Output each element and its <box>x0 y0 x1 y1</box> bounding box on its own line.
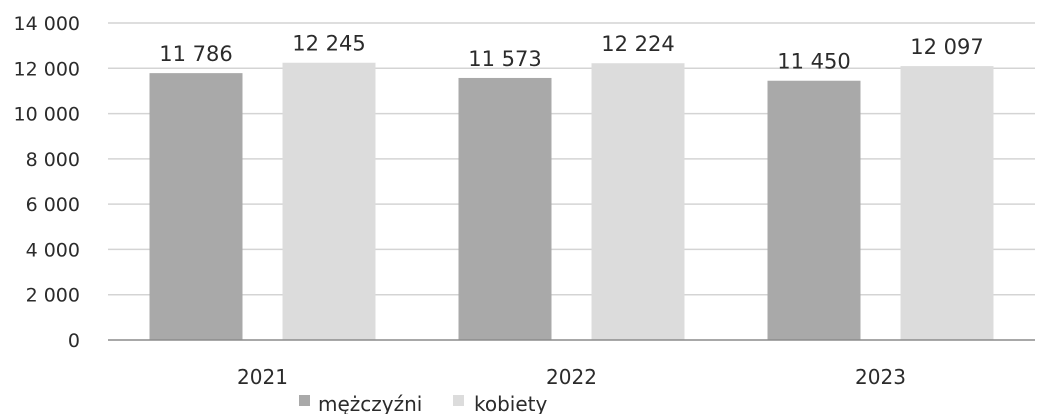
x-tick-label-2023: 2023 <box>855 365 906 389</box>
legend: mężczyźni kobiety <box>299 392 548 414</box>
gridlines <box>108 22 1035 296</box>
data-label-men-2023: 11 450 <box>777 50 850 74</box>
y-tick-label: 14 000 <box>14 13 80 35</box>
data-label-men-2022: 11 573 <box>468 47 541 71</box>
x-axis: 2021 2022 2023 <box>108 339 1035 389</box>
y-tick-label: 0 <box>68 330 80 352</box>
data-label-women-2021: 12 245 <box>292 32 365 56</box>
legend-swatch-women <box>453 395 464 406</box>
y-tick-label: 6 000 <box>26 194 80 216</box>
x-tick-label-2022: 2022 <box>546 365 597 389</box>
legend-label-men: mężczyźni <box>318 392 422 414</box>
data-label-women-2023: 12 097 <box>910 35 983 59</box>
y-tick-label: 12 000 <box>14 58 80 80</box>
bar-men-2023 <box>767 80 861 340</box>
bar-women-2022 <box>591 63 685 340</box>
bar-men-2021 <box>149 73 243 340</box>
legend-label-women: kobiety <box>474 392 548 414</box>
bar-women-2021 <box>282 62 376 340</box>
bars: 11 786 12 245 11 573 12 224 11 450 12 097 <box>149 32 994 340</box>
y-tick-label: 10 000 <box>14 104 80 126</box>
data-label-women-2022: 12 224 <box>601 32 674 56</box>
legend-swatch-men <box>299 395 310 406</box>
bar-men-2022 <box>458 77 552 340</box>
bar-women-2023 <box>900 66 994 340</box>
y-tick-label: 2 000 <box>26 285 80 307</box>
y-tick-label: 4 000 <box>26 239 80 261</box>
x-tick-label-2021: 2021 <box>237 365 288 389</box>
y-tick-label: 8 000 <box>26 149 80 171</box>
data-label-men-2021: 11 786 <box>159 42 232 66</box>
y-axis: 0 2 000 4 000 6 000 8 000 10 000 12 000 14 000 <box>14 13 80 352</box>
